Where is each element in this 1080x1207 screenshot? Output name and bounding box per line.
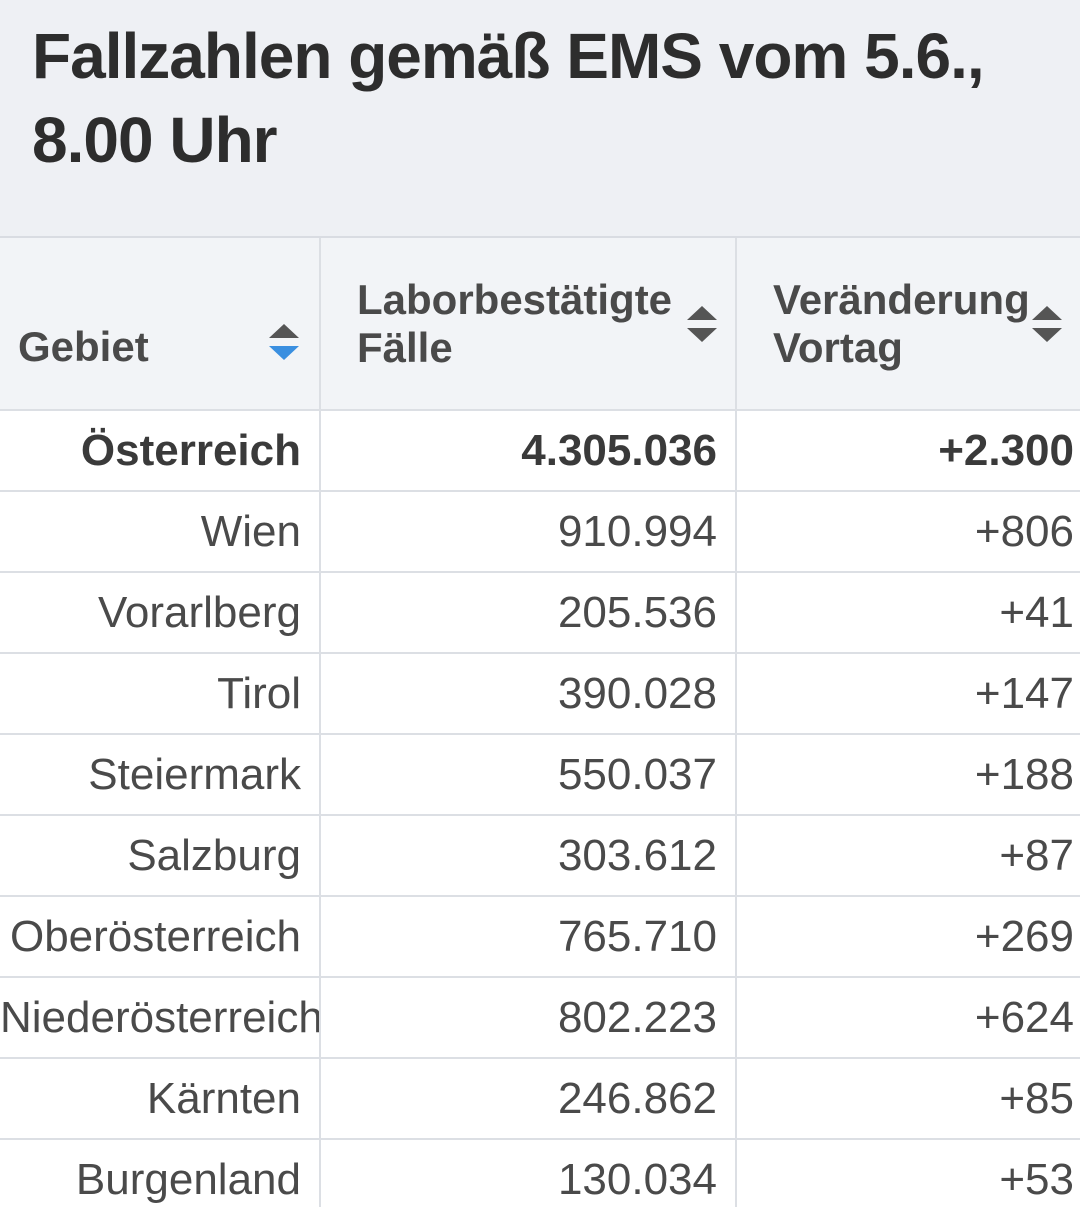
change-cell: +624 [736, 977, 1080, 1059]
table-row: Wien 910.994 +806 [0, 491, 1080, 573]
change-cell: +806 [736, 491, 1080, 573]
change-cell: +147 [736, 653, 1080, 735]
region-cell: Kärnten [0, 1058, 321, 1140]
table-row: Niederösterreich 802.223 +624 [0, 977, 1080, 1059]
region-cell: Vorarlberg [0, 572, 321, 654]
cases-cell: 303.612 [320, 815, 737, 897]
region-cell: Wien [0, 491, 321, 573]
column-header-cases[interactable]: Laborbestätigte Fälle [320, 238, 737, 411]
column-header-label: Gebiet [18, 323, 149, 370]
column-header-label: Veränderung Vortag [773, 275, 1030, 371]
sort-arrows-icon[interactable] [269, 322, 299, 362]
region-cell: Salzburg [0, 815, 321, 897]
change-cell: +41 [736, 572, 1080, 654]
sort-arrows-icon[interactable] [1032, 304, 1062, 344]
region-cell: Tirol [0, 653, 321, 735]
change-cell: +87 [736, 815, 1080, 897]
table-row: Oberösterreich 765.710 +269 [0, 896, 1080, 978]
table-header-row: Gebiet Laborbestätigte Fälle Veränderung… [0, 238, 1080, 411]
cases-cell: 205.536 [320, 572, 737, 654]
region-cell: Oberösterreich [0, 896, 321, 978]
cases-cell: 390.028 [320, 653, 737, 735]
table-row: Vorarlberg 205.536 +41 [0, 572, 1080, 654]
change-cell: +2.300 [736, 410, 1080, 492]
column-header-change[interactable]: Veränderung Vortag [736, 238, 1080, 411]
change-cell: +269 [736, 896, 1080, 978]
cases-table: Gebiet Laborbestätigte Fälle Veränderung… [0, 238, 1080, 1207]
cases-cell: 765.710 [320, 896, 737, 978]
table-title: Fallzahlen gemäß EMS vom 5.6., 8.00 Uhr [32, 20, 985, 176]
cases-cell: 802.223 [320, 977, 737, 1059]
title-box: Fallzahlen gemäß EMS vom 5.6., 8.00 Uhr [0, 0, 1080, 238]
table-row: Tirol 390.028 +147 [0, 653, 1080, 735]
change-cell: +85 [736, 1058, 1080, 1140]
cases-cell: 130.034 [320, 1139, 737, 1207]
change-cell: +188 [736, 734, 1080, 816]
region-cell: Steiermark [0, 734, 321, 816]
region-cell: Niederösterreich [0, 977, 321, 1059]
cases-cell: 246.862 [320, 1058, 737, 1140]
region-cell: Österreich [0, 410, 321, 492]
table-row: Kärnten 246.862 +85 [0, 1058, 1080, 1140]
table-row: Steiermark 550.037 +188 [0, 734, 1080, 816]
region-cell: Burgenland [0, 1139, 321, 1207]
cases-cell: 910.994 [320, 491, 737, 573]
sort-arrows-icon[interactable] [687, 304, 717, 344]
table-row: Salzburg 303.612 +87 [0, 815, 1080, 897]
table-row-total: Österreich 4.305.036 +2.300 [0, 410, 1080, 492]
column-header-gebiet[interactable]: Gebiet [0, 238, 321, 411]
column-header-label: Laborbestätigte Fälle [357, 275, 673, 371]
change-cell: +53 [736, 1139, 1080, 1207]
table-row: Burgenland 130.034 +53 [0, 1139, 1080, 1207]
cases-cell: 550.037 [320, 734, 737, 816]
cases-cell: 4.305.036 [320, 410, 737, 492]
